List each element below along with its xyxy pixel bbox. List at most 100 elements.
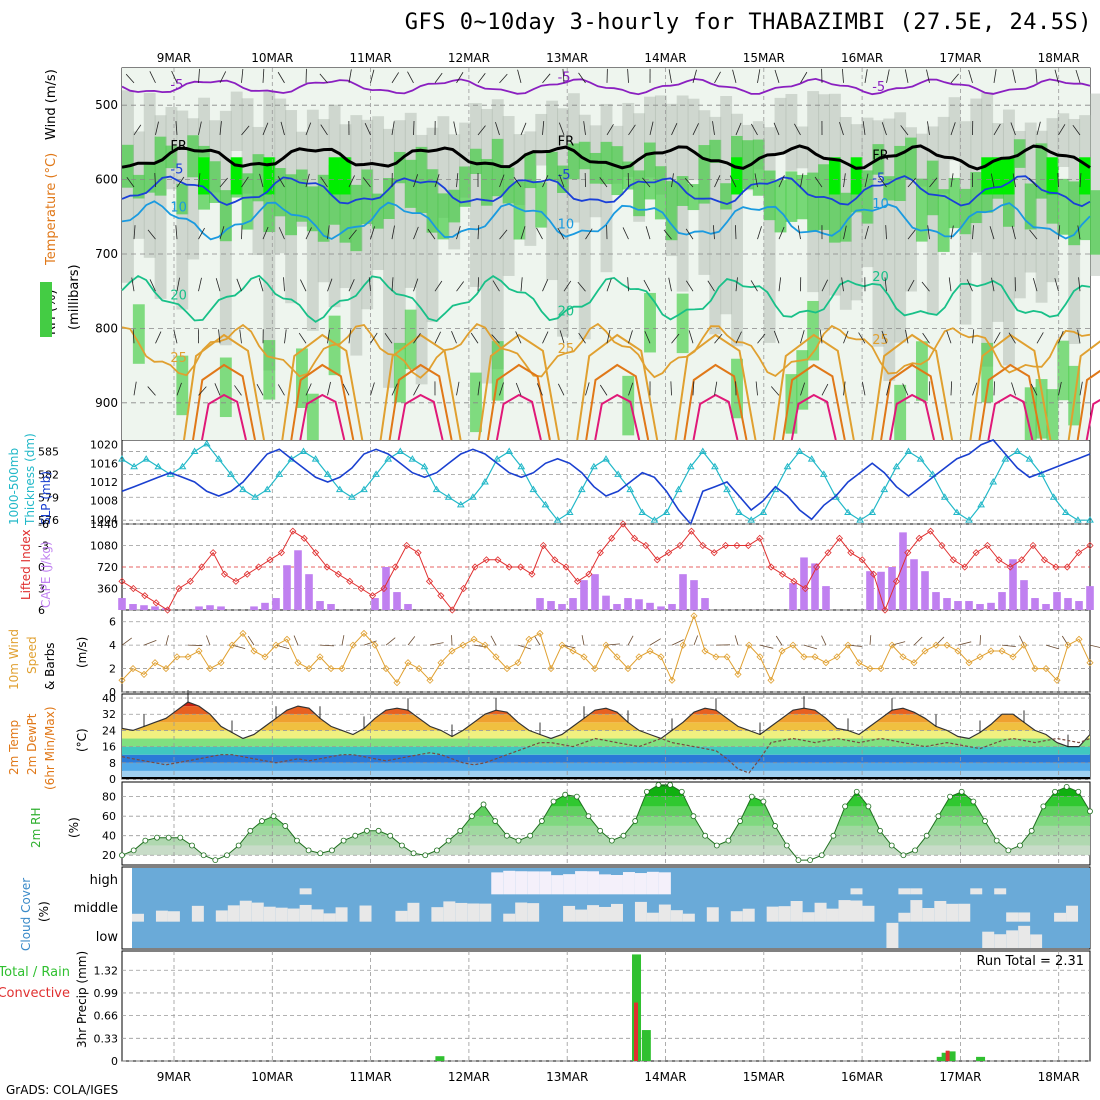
rh-marker	[480, 801, 487, 808]
wind-barb	[671, 639, 684, 646]
lifted-index-marker	[1086, 541, 1094, 550]
rh-band-green	[1057, 178, 1070, 235]
wind-barb	[283, 277, 285, 292]
cape-bar	[1031, 598, 1039, 610]
rh-marker	[1087, 808, 1093, 815]
cape-bar	[822, 586, 830, 610]
temp-contour	[889, 393, 936, 441]
rh-band-green	[698, 145, 711, 204]
wind-speed-marker	[349, 641, 357, 649]
wind-barb	[879, 177, 887, 188]
wind-barb	[670, 381, 672, 396]
rh-band-green	[317, 174, 330, 242]
rh-marker	[702, 832, 709, 839]
cape-bar	[1042, 604, 1050, 610]
wind-barb	[363, 640, 377, 646]
wind-barb	[642, 177, 651, 188]
isotherm-line	[121, 322, 1091, 379]
wind-barb	[979, 635, 981, 646]
rh-band-bright	[1079, 157, 1091, 195]
wind-barb	[755, 381, 758, 396]
cloud-middle-bar	[299, 904, 312, 922]
wind-barb	[685, 228, 694, 240]
wind-barb	[950, 225, 954, 240]
rh-marker	[947, 793, 953, 800]
y-tick-label: 0.33	[94, 1032, 119, 1045]
thickness-marker	[1061, 508, 1070, 516]
wind-barb	[259, 173, 264, 188]
wind-barb	[413, 226, 419, 240]
wind-barb	[327, 381, 331, 396]
wind-barb	[434, 72, 443, 84]
rh-band-green	[1079, 179, 1091, 241]
cloud-level-middle: middle	[74, 901, 118, 916]
rh-band-green	[796, 350, 809, 410]
rh-band-green	[470, 372, 482, 433]
rh-band	[883, 118, 896, 382]
y-tick-right: 720	[97, 561, 118, 574]
wind-barb	[1019, 635, 1025, 646]
rh-marker	[317, 850, 324, 857]
thickness-marker	[723, 485, 731, 493]
temp-contour	[397, 393, 444, 441]
thickness-marker	[202, 439, 211, 447]
cloud-middle-bar	[263, 906, 276, 922]
wind-speed-marker	[932, 641, 940, 649]
wind-speed-marker	[580, 653, 588, 661]
cloud-middle-bar	[359, 905, 372, 922]
axis-label-degc: (°C)	[75, 728, 89, 752]
thickness-marker	[844, 508, 852, 516]
cape-bar	[888, 567, 896, 610]
cloud-middle-bar	[1006, 912, 1019, 922]
rh-band-green	[948, 177, 961, 229]
wind-barb	[927, 225, 930, 240]
rh-band-bright	[992, 157, 1004, 195]
wind-barb	[1079, 381, 1083, 396]
cape-bar	[558, 604, 566, 610]
wind-barb	[534, 635, 541, 646]
y-tick-label: 8	[109, 757, 116, 770]
temp-band	[122, 722, 1090, 731]
thickness-marker	[239, 485, 247, 493]
wind-speed-marker	[228, 641, 236, 649]
wind-speed-marker	[899, 653, 907, 661]
cloud-high-bar	[898, 888, 911, 895]
rh-marker	[282, 823, 289, 829]
wind-barb	[241, 125, 250, 136]
rh-marker	[422, 852, 429, 859]
y-tick-label: 1.32	[94, 964, 119, 977]
wind-barb	[176, 176, 185, 188]
wind-barb	[155, 121, 159, 136]
wind-speed-marker	[668, 676, 676, 684]
cape-bar	[943, 598, 951, 610]
rh-band	[230, 91, 243, 151]
cape-bar	[646, 602, 654, 610]
wind-barb	[215, 278, 221, 292]
rh-band-green	[633, 170, 646, 217]
wind-barb	[900, 125, 909, 136]
lifted-index-marker	[756, 534, 764, 542]
isotherm-line	[121, 200, 1091, 241]
temp-contour	[692, 393, 739, 441]
wind-barb	[778, 226, 785, 240]
rh-band-green	[611, 146, 624, 196]
rh-band-green	[622, 375, 635, 436]
wind-barb	[198, 173, 201, 188]
wind-speed-marker	[690, 612, 698, 620]
rh-band-green	[383, 178, 395, 219]
cloud-low-bar	[1018, 925, 1031, 948]
cloud-middle-bar	[838, 900, 851, 922]
wind-barb	[757, 226, 762, 240]
cloud-middle-bar	[862, 905, 875, 922]
wind-barb	[902, 383, 909, 396]
lifted-index-marker	[972, 549, 980, 557]
wind-barb	[300, 279, 307, 292]
wind-barb	[993, 332, 1001, 344]
rh-band	[600, 103, 613, 273]
lifted-index-marker	[334, 570, 342, 578]
date-label-bottom: 12MAR	[448, 1070, 490, 1084]
wind-barb	[881, 122, 887, 136]
rh-marker	[713, 842, 720, 849]
wind-barb	[735, 331, 742, 344]
